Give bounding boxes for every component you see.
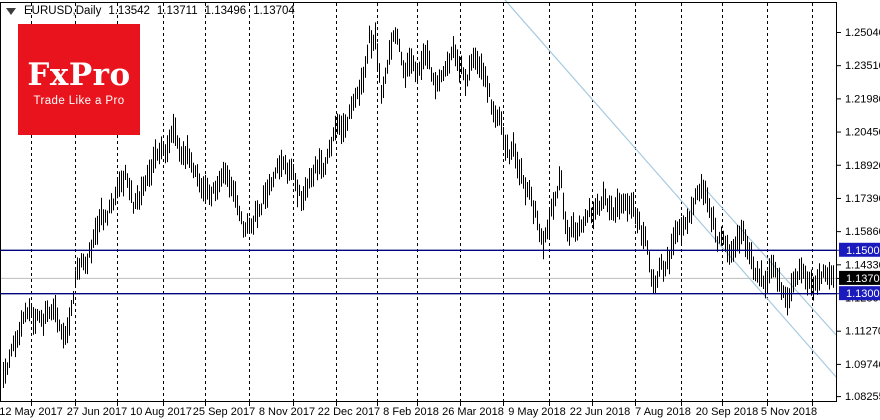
price-axis-label: 1.09740 <box>845 359 880 371</box>
date-axis-label: 8 Nov 2017 <box>259 406 315 418</box>
descending-trendline[interactable] <box>504 0 838 379</box>
price-axis-label: 1.11270 <box>845 326 880 338</box>
fxpro-logo-text: FxPro <box>27 57 131 93</box>
date-axis-label: 26 Mar 2018 <box>442 406 504 418</box>
date-axis-label: 12 May 2017 <box>0 406 63 418</box>
price-axis-label: 1.20450 <box>845 127 880 139</box>
date-axis-label: 5 Nov 2018 <box>761 406 817 418</box>
date-axis-label: 22 Dec 2017 <box>318 406 380 418</box>
price-axis-label: 1.17390 <box>845 193 880 205</box>
price-badge-label: 1.15000 <box>846 245 880 257</box>
plot-border <box>0 2 837 402</box>
close-value: 1.13704 <box>253 5 295 17</box>
open-value: 1.13542 <box>108 5 150 17</box>
date-axis-label: 8 Feb 2018 <box>383 406 439 418</box>
date-axis-label: 22 Jun 2018 <box>570 406 631 418</box>
price-axis-label: 1.14330 <box>845 259 880 271</box>
date-axis-label: 27 Jun 2017 <box>67 406 128 418</box>
symbol-period-label: EURUSD,Daily <box>24 5 102 17</box>
price-badge <box>839 270 880 285</box>
date-axis-label: 25 Sep 2017 <box>193 406 255 418</box>
price-axis-label: 1.25040 <box>845 27 880 39</box>
price-badge <box>839 242 880 257</box>
price-axis-label: 1.15860 <box>845 226 880 238</box>
price-axis-label: 1.18920 <box>845 160 880 172</box>
date-axis-label: 7 Aug 2018 <box>635 406 691 418</box>
low-value: 1.13496 <box>204 5 247 17</box>
fxpro-logo: FxPro Trade Like a Pro <box>18 24 140 135</box>
price-axis-label: 1.21980 <box>845 93 880 105</box>
chevron-down-icon[interactable] <box>6 7 16 15</box>
high-value: 1.13711 <box>156 5 198 17</box>
price-badge <box>839 286 880 301</box>
price-axis-label: 1.08255 <box>845 391 880 403</box>
date-axis-label: 20 Sep 2018 <box>696 406 758 418</box>
chart-title-bar: EURUSD,Daily 1.13542 1.13711 1.13496 1.1… <box>6 4 295 18</box>
price-badge-label: 1.13000 <box>846 288 880 300</box>
date-axis-label: 9 May 2018 <box>508 406 565 418</box>
fxpro-tagline: Trade Like a Pro <box>33 95 125 107</box>
date-axis-label: 10 Aug 2017 <box>130 406 192 418</box>
price-axis-label: 1.23510 <box>845 60 880 72</box>
price-badge-label: 1.13704 <box>846 273 880 285</box>
price-bars-series[interactable] <box>3 22 834 388</box>
